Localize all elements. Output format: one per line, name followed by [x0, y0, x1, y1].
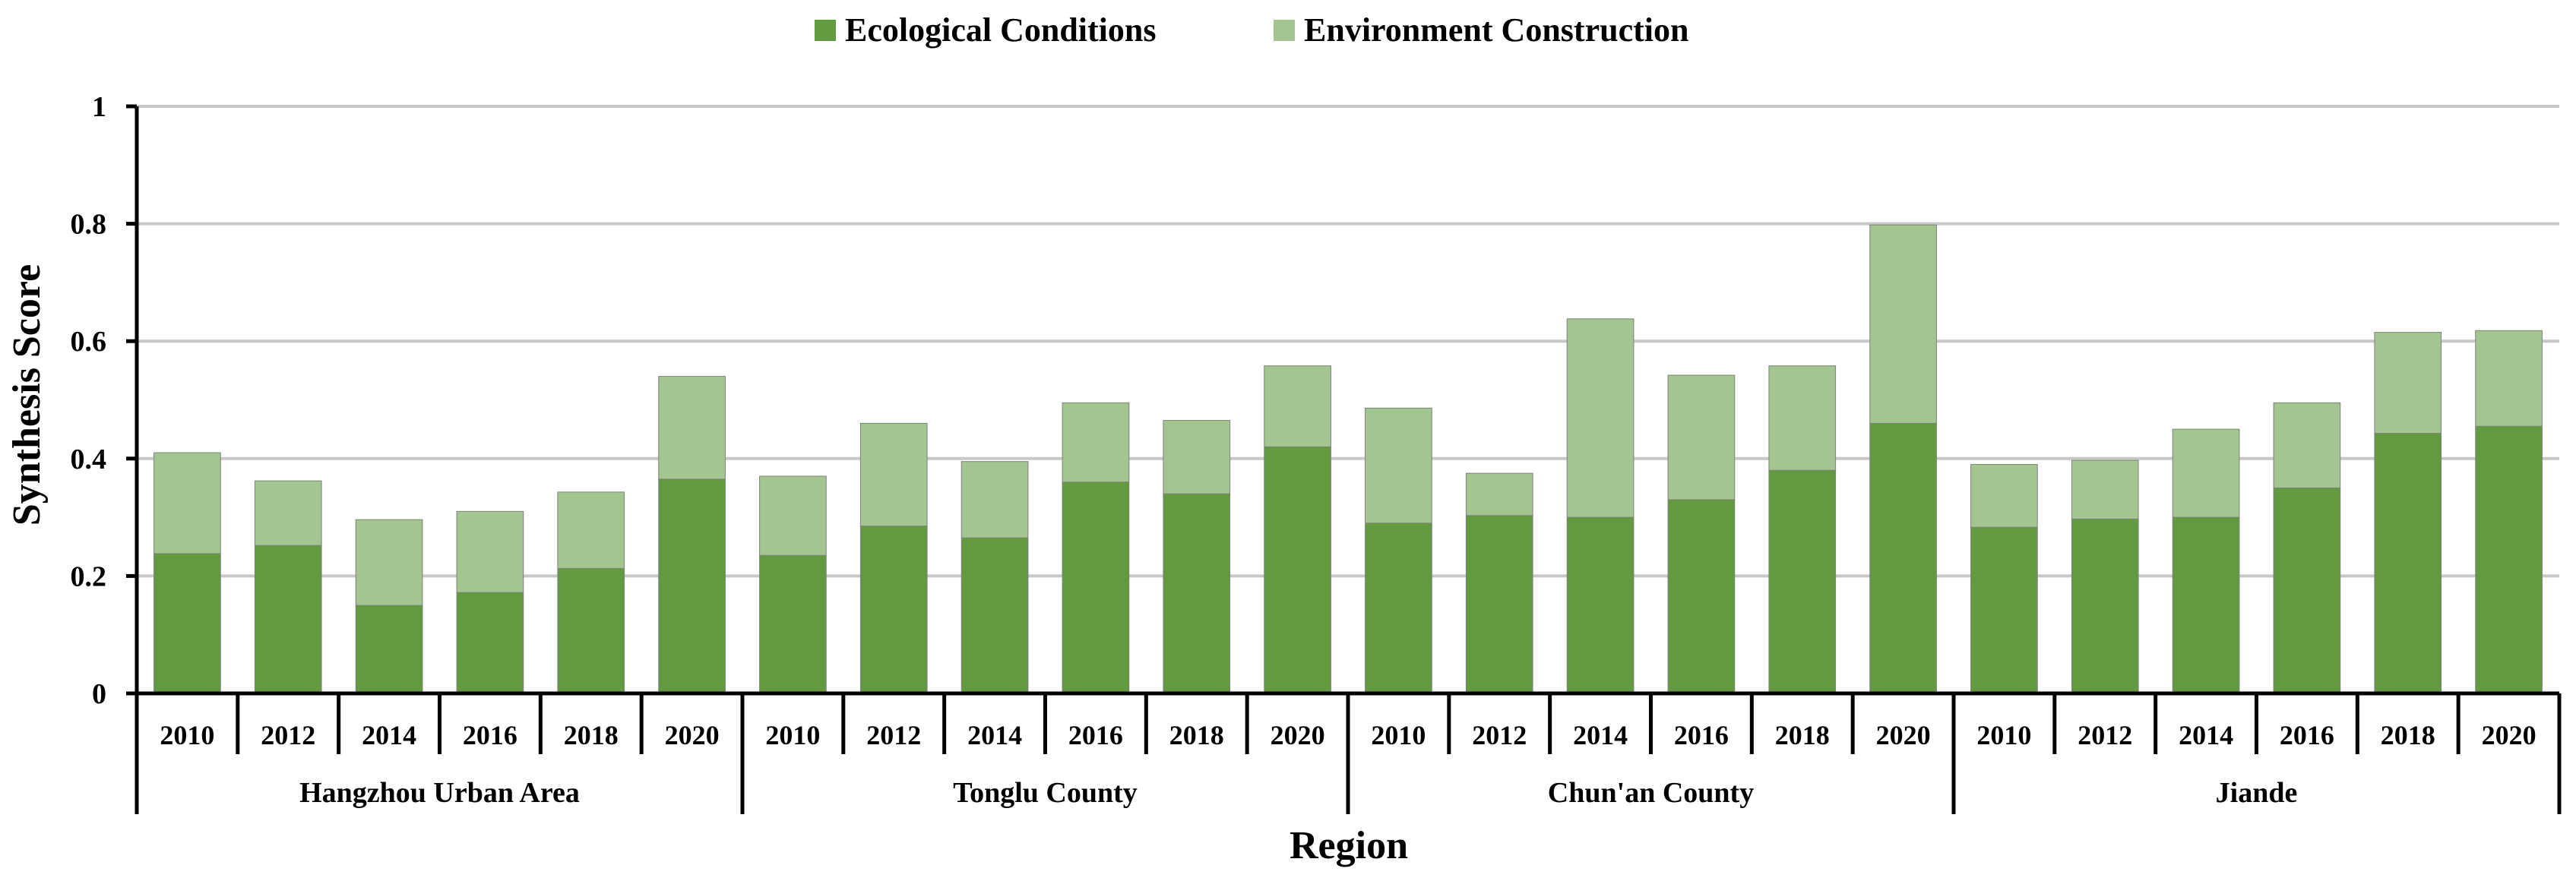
x-tick-label-year: 2014: [1573, 720, 1628, 750]
bar-environment-construction: [859, 422, 928, 527]
y-tick-label: 1: [92, 91, 106, 123]
bar-ecological-conditions: [557, 567, 625, 694]
bar-ecological-conditions: [1365, 523, 1432, 694]
bar-environment-construction: [1667, 374, 1736, 500]
bar-ecological-conditions: [456, 592, 524, 694]
bars: [153, 224, 2543, 694]
x-tick-label-year: 2012: [1472, 720, 1527, 750]
bar-ecological-conditions: [1062, 482, 1130, 694]
x-tick-label-year: 2016: [1674, 720, 1729, 750]
bar-ecological-conditions: [153, 553, 221, 694]
bar-environment-construction: [1970, 464, 2038, 528]
gridlines: [137, 105, 2559, 578]
bar-environment-construction: [2475, 330, 2543, 427]
legend-label: Ecological Conditions: [845, 11, 1157, 49]
bar-ecological-conditions: [2071, 518, 2139, 694]
y-tick-label: 0: [92, 678, 106, 710]
bar-environment-construction: [1869, 224, 1937, 424]
legend-label: Environment Construction: [1304, 11, 1688, 49]
y-tick-label: 0.2: [71, 560, 107, 592]
bar-environment-construction: [1566, 318, 1635, 518]
bar-environment-construction: [254, 480, 322, 546]
x-tick-label-year: 2018: [1775, 720, 1830, 750]
bar-ecological-conditions: [960, 537, 1029, 694]
bar-ecological-conditions: [859, 526, 928, 694]
x-tick-label-year: 2020: [1271, 720, 1325, 750]
y-tick-label: 0.4: [71, 444, 107, 475]
bar-ecological-conditions: [1465, 515, 1533, 694]
y-tick-label: 0.8: [71, 209, 107, 241]
bar-environment-construction: [2273, 402, 2341, 488]
x-category-labels: 2010 2012 2014 2016 2018 2020 Hangzhou Urban A…: [134, 693, 2562, 814]
legend-swatch: [1274, 20, 1295, 41]
legend: Ecological Conditions Environment Constru…: [815, 11, 1688, 49]
legend-swatch: [815, 20, 836, 41]
bar-environment-construction: [557, 491, 625, 569]
bar-environment-construction: [1062, 402, 1130, 483]
x-tick-label-year: 2016: [2280, 720, 2334, 750]
x-tick-label-year: 2020: [1876, 720, 1931, 750]
x-tick-label-year: 2012: [866, 720, 921, 750]
bar-environment-construction: [2172, 428, 2240, 518]
bar-ecological-conditions: [1264, 446, 1331, 694]
x-tick-label-year: 2016: [463, 720, 517, 750]
bar-environment-construction: [960, 461, 1029, 538]
bar-environment-construction: [1365, 407, 1432, 524]
bar-ecological-conditions: [254, 545, 322, 694]
x-tick-label-year: 2020: [665, 720, 720, 750]
y-tick-labels: 0 0.2 0.4 0.6 0.8 1: [71, 91, 107, 710]
x-tick-label-year: 2018: [564, 720, 619, 750]
bar-environment-construction: [456, 510, 524, 593]
x-tick-label-year: 2012: [261, 720, 315, 750]
bar-ecological-conditions: [2374, 433, 2442, 694]
x-axis-title: Region: [1290, 824, 1408, 867]
bar-ecological-conditions: [2172, 516, 2240, 694]
x-tick-label-year: 2014: [362, 720, 416, 750]
bar-environment-construction: [355, 519, 423, 606]
bar-ecological-conditions: [2475, 425, 2543, 694]
bar-environment-construction: [658, 376, 726, 480]
x-group-label: Hangzhou Urban Area: [299, 777, 580, 809]
bar-environment-construction: [1465, 472, 1533, 516]
bar-environment-construction: [1768, 365, 1837, 471]
bar-environment-construction: [153, 452, 221, 554]
bar-ecological-conditions: [1566, 516, 1635, 694]
x-tick-label-year: 2016: [1068, 720, 1123, 750]
bar-environment-construction: [2374, 332, 2442, 434]
x-tick-label-year: 2014: [2179, 720, 2233, 750]
x-tick-label-year: 2010: [765, 720, 820, 750]
x-tick-label-year: 2014: [967, 720, 1022, 750]
x-tick-label-year: 2012: [2078, 720, 2132, 750]
bar-ecological-conditions: [2273, 487, 2341, 694]
bar-ecological-conditions: [658, 478, 726, 694]
x-tick-label-year: 2018: [2381, 720, 2435, 750]
x-tick-label-year: 2018: [1169, 720, 1224, 750]
x-group-label: Jiande: [2216, 777, 2298, 809]
x-tick-label-year: 2010: [1371, 720, 1426, 750]
bar-environment-construction: [1264, 365, 1331, 447]
x-tick-label-year: 2010: [1976, 720, 2031, 750]
bar-environment-construction: [1163, 420, 1231, 494]
bar-ecological-conditions: [759, 554, 827, 694]
x-tick-label-year: 2010: [160, 720, 214, 750]
bar-environment-construction: [759, 475, 827, 556]
y-tick-label: 0.6: [71, 326, 107, 358]
bar-ecological-conditions: [1163, 493, 1231, 694]
y-axis-title: Synthesis Score: [5, 264, 49, 526]
x-tick-label-year: 2020: [2482, 720, 2536, 750]
x-group-label: Tonglu County: [953, 777, 1138, 809]
bar-ecological-conditions: [1768, 469, 1837, 694]
x-group-label: Chun'an County: [1548, 777, 1754, 809]
bar-ecological-conditions: [355, 605, 423, 694]
bar-ecological-conditions: [1970, 526, 2038, 694]
bar-environment-construction: [2071, 459, 2139, 519]
bar-ecological-conditions: [1869, 422, 1937, 694]
bar-ecological-conditions: [1667, 499, 1736, 694]
